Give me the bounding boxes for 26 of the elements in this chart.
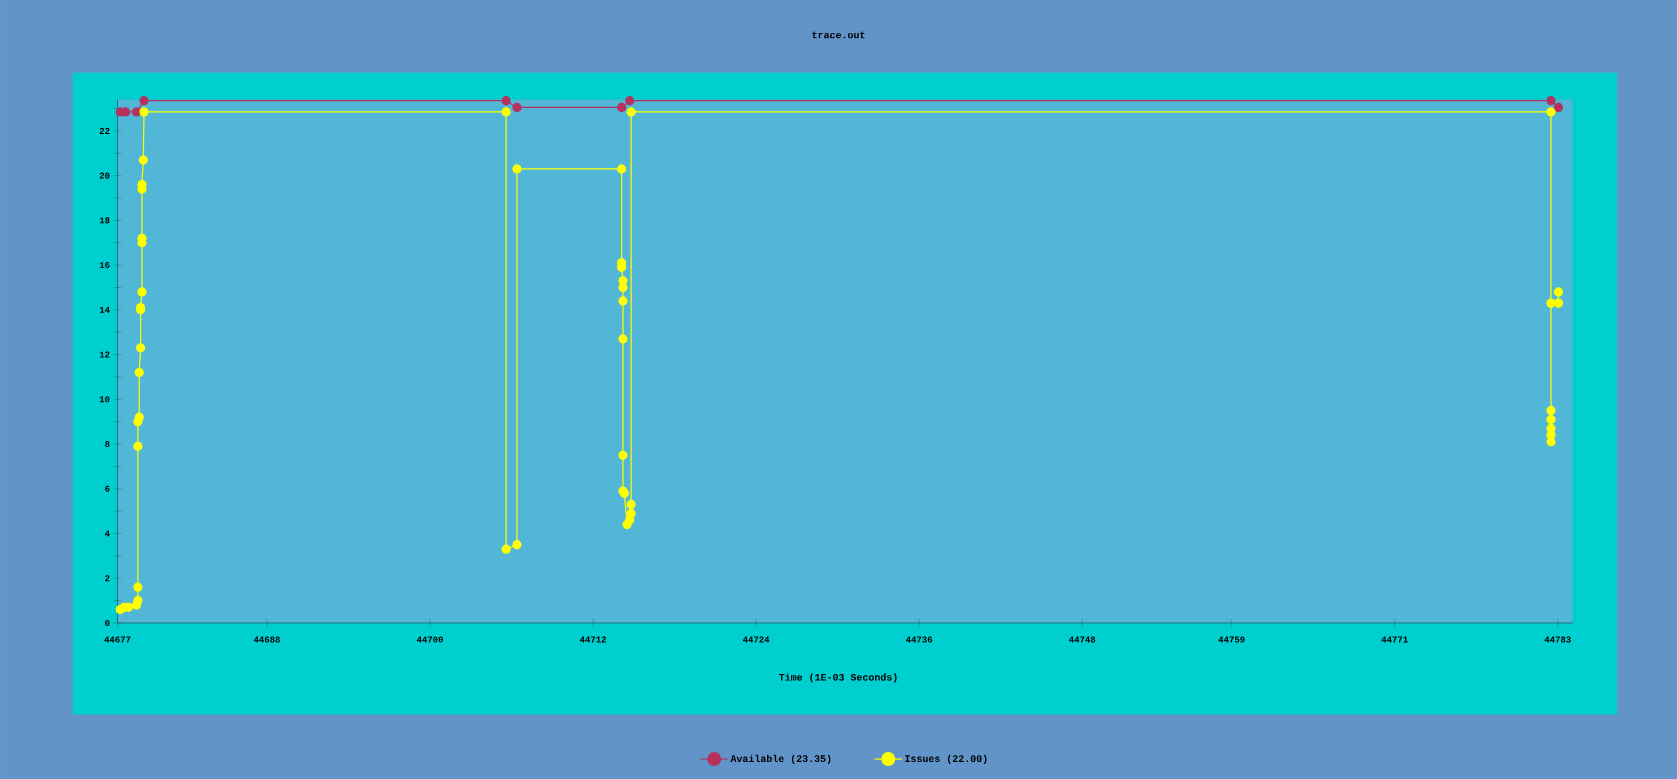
y-tick-label: 16 bbox=[99, 262, 110, 269]
x-tick-label: 44712 bbox=[579, 636, 606, 643]
y-tick-label: 8 bbox=[105, 441, 110, 448]
y-tick-label: 14 bbox=[99, 306, 110, 313]
x-tick-label: 44700 bbox=[416, 636, 443, 643]
x-tick-label: 44759 bbox=[1218, 636, 1245, 643]
x-tick-label: 44783 bbox=[1544, 636, 1571, 643]
y-tick-label: 18 bbox=[99, 217, 110, 224]
y-tick-label: 4 bbox=[104, 530, 110, 537]
legend-label: Issues (22.00) bbox=[905, 754, 987, 764]
x-tick-label: 44736 bbox=[906, 636, 933, 643]
y-tick-label: 0 bbox=[105, 619, 110, 627]
y-tick-label: 12 bbox=[99, 351, 110, 358]
legend-label: Available (23.35) bbox=[730, 754, 831, 764]
x-tick-label: 44771 bbox=[1381, 636, 1408, 643]
y-tick-label: 6 bbox=[105, 485, 110, 492]
x-tick-label: 44677 bbox=[104, 636, 131, 643]
x-axis-title: Time (1E-03 Seconds) bbox=[779, 673, 897, 683]
y-tick-label: 10 bbox=[99, 396, 110, 403]
x-tick-label: 44688 bbox=[253, 636, 280, 643]
y-tick-label: 22 bbox=[99, 127, 110, 134]
y-tick-label: 20 bbox=[99, 172, 110, 179]
x-tick-label: 44724 bbox=[742, 636, 770, 643]
chart-title: trace.out bbox=[812, 31, 865, 39]
y-tick-label: 2 bbox=[105, 575, 110, 582]
x-tick-label: 44748 bbox=[1069, 636, 1096, 643]
